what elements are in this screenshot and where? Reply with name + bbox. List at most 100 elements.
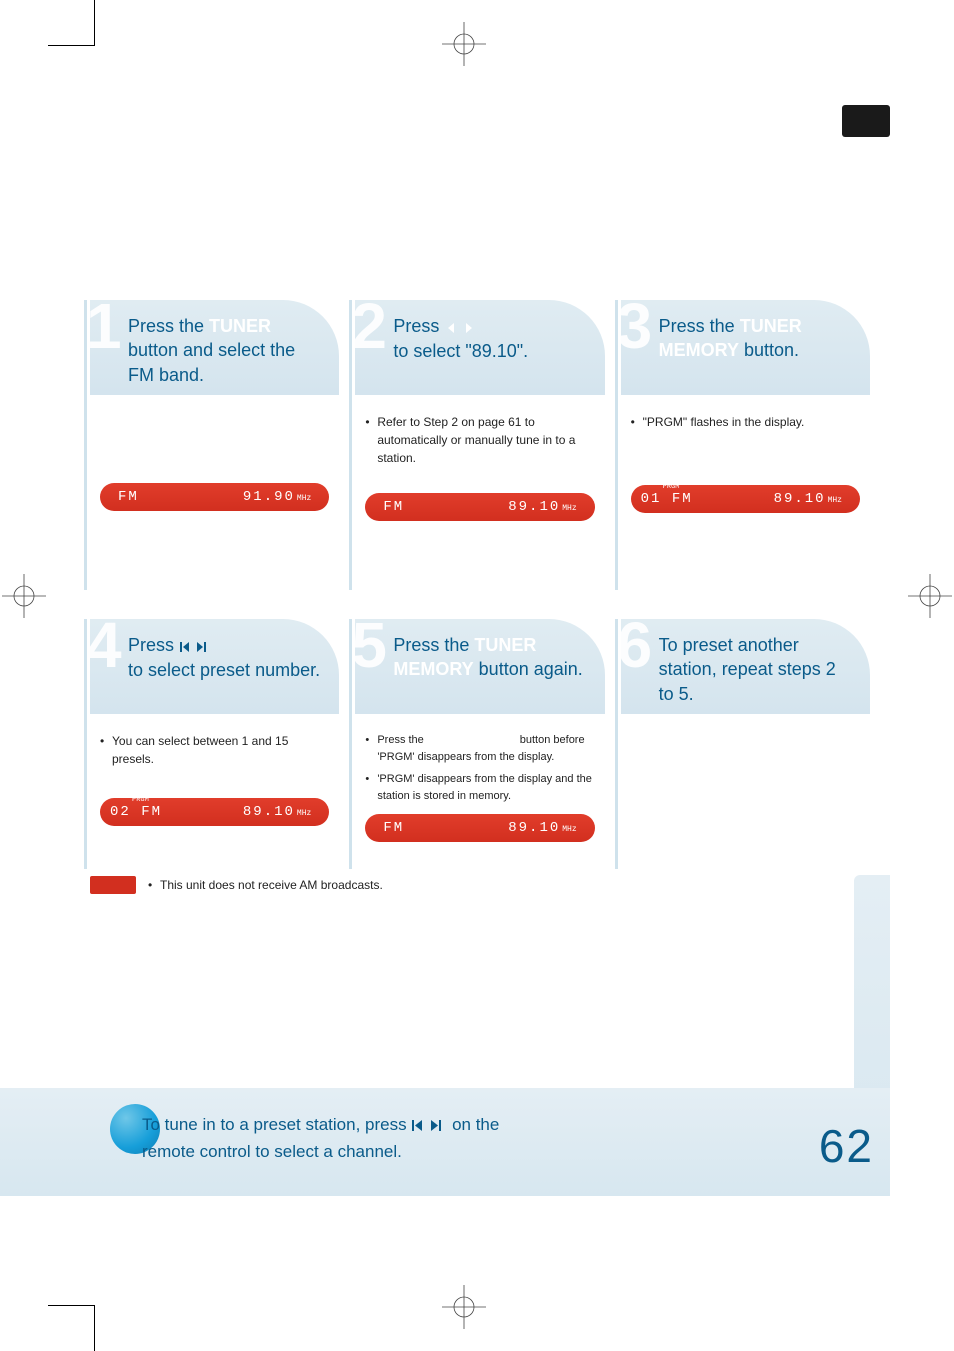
step-title-text: Press the [128, 316, 209, 336]
lcd-freq-value: 89.10 [508, 820, 560, 836]
note-badge [90, 876, 136, 894]
step-title-text: to select preset number. [128, 660, 320, 680]
registration-mark [440, 20, 488, 68]
steps-row-1: 1 Press the TUNER button and select the … [90, 300, 870, 529]
lcd-band: FM [118, 489, 139, 505]
bottom-tip: To tune in to a preset station, press on… [142, 1112, 499, 1165]
step-divider [615, 619, 618, 869]
step-1-title: Press the TUNER button and select the FM… [128, 314, 321, 387]
lcd-unit: MHz [562, 504, 576, 513]
lcd-frequency: 89.10MHz [404, 499, 577, 515]
step-2-note: Refer to Step 2 on page 61 to automatica… [365, 413, 594, 467]
step-5: 5 Press the TUNER MEMORY button again. P… [355, 619, 604, 850]
skip-prev-next-icon [444, 315, 476, 339]
lcd-display: FM 89.10MHz [365, 493, 594, 521]
step-2: 2 Press to select "89.10". Refer to Step… [355, 300, 604, 529]
step-divider [84, 300, 87, 590]
lcd-unit: MHz [297, 809, 311, 818]
step-divider [615, 300, 618, 590]
crop-mark [48, 45, 95, 46]
skip-prev-next-icon [411, 1112, 447, 1138]
step-number: 5 [355, 619, 387, 677]
step-number: 1 [90, 300, 122, 358]
lcd-frequency: 89.10MHz [404, 820, 577, 836]
step-4-body: You can select between 1 and 15 presels.… [90, 714, 339, 834]
crop-mark [94, 1305, 95, 1351]
lcd-prgm-indicator: PRGM [132, 796, 149, 804]
step-4-header: 4 Press to select preset number. [90, 619, 339, 714]
lcd-display: FM 91.90MHz [100, 483, 329, 511]
step-title-text: Press [128, 635, 179, 655]
registration-mark [906, 572, 954, 620]
step-3: 3 Press the TUNER MEMORY button. "PRGM" … [621, 300, 870, 529]
steps-row-2: 4 Press to select preset number. You can… [90, 619, 870, 850]
lcd-unit: MHz [828, 496, 842, 505]
lcd-band: FM [672, 491, 693, 507]
lcd-prgm-indicator: PRGM [663, 483, 680, 491]
step-5-body: Press the TUNER MEMORY button before 'PR… [355, 714, 604, 850]
step-5-note-2: 'PRGM' disappears from the display and t… [365, 771, 594, 804]
lcd-freq-value: 91.90 [243, 489, 295, 505]
step-title-text: button. [739, 340, 799, 360]
step-1: 1 Press the TUNER button and select the … [90, 300, 339, 529]
step-title-text: Press the [659, 316, 740, 336]
step-3-header: 3 Press the TUNER MEMORY button. [621, 300, 870, 395]
step-5-note-1: Press the TUNER MEMORY button before 'PR… [365, 732, 594, 765]
step-5-title: Press the TUNER MEMORY button again. [393, 633, 586, 682]
step-title-text: Press the [393, 635, 474, 655]
tuner-button-label: TUNER [209, 316, 271, 336]
step-title-text: Press [393, 316, 444, 336]
lcd-display: PRGM 01 FM 89.10MHz [631, 485, 860, 513]
step-5-header: 5 Press the TUNER MEMORY button again. [355, 619, 604, 714]
step-title-text: to select "89.10". [393, 341, 528, 361]
bottom-tip-line2: remote control to select a channel. [142, 1142, 402, 1161]
lcd-freq-value: 89.10 [774, 491, 826, 507]
step-number: 3 [621, 300, 653, 358]
lcd-band: FM [383, 820, 404, 836]
step-2-header: 2 Press to select "89.10". [355, 300, 604, 395]
step-4: 4 Press to select preset number. You can… [90, 619, 339, 850]
lcd-frequency: 91.90MHz [139, 489, 312, 505]
step-divider [349, 300, 352, 590]
page-number: 62 [819, 1119, 874, 1173]
note-item: This unit does not receive AM broadcasts… [148, 876, 383, 894]
step-2-body: Refer to Step 2 on page 61 to automatica… [355, 395, 604, 529]
step-number: 4 [90, 619, 122, 677]
step-number: 2 [355, 300, 387, 358]
lcd-band: FM [141, 804, 162, 820]
step-4-note: You can select between 1 and 15 presels. [100, 732, 329, 768]
step-4-title: Press to select preset number. [128, 633, 321, 683]
step-6-title: To preset another station, repeat steps … [659, 633, 852, 706]
step-2-title: Press to select "89.10". [393, 314, 586, 364]
lcd-preset: 01 [641, 491, 662, 507]
lcd-preset: 02 [110, 804, 131, 820]
registration-mark [440, 1283, 488, 1331]
note-row: This unit does not receive AM broadcasts… [90, 876, 870, 894]
lcd-frequency: 89.10MHz [693, 491, 842, 507]
bottom-tip-line1-before: To tune in to a preset station, press [142, 1115, 411, 1134]
step-6: 6 To preset another station, repeat step… [621, 619, 870, 850]
page-content: 1 Press the TUNER button and select the … [90, 300, 870, 894]
step-title-text: button again. [474, 659, 583, 679]
step-1-body: FM 91.90MHz [90, 395, 339, 519]
skip-prev-next-icon [179, 634, 211, 658]
lcd-display: FM 89.10MHz [365, 814, 594, 842]
tuner-memory-inline-label: TUNER MEMORY [427, 734, 517, 746]
lcd-preset-band: 01 FM [641, 491, 693, 507]
lcd-band: FM [383, 499, 404, 515]
lcd-frequency: 89.10MHz [162, 804, 311, 820]
step-3-title: Press the TUNER MEMORY button. [659, 314, 852, 363]
registration-mark [0, 572, 48, 620]
lcd-freq-value: 89.10 [508, 499, 560, 515]
step-3-note: "PRGM" flashes in the display. [631, 413, 860, 431]
bottom-tip-line1-after: on the [452, 1115, 499, 1134]
lcd-unit: MHz [562, 825, 576, 834]
step-6-header: 6 To preset another station, repeat step… [621, 619, 870, 714]
crop-mark [94, 0, 95, 46]
step-3-body: "PRGM" flashes in the display. PRGM 01 F… [621, 395, 870, 521]
lcd-unit: MHz [297, 494, 311, 503]
lcd-freq-value: 89.10 [243, 804, 295, 820]
page-tab [842, 105, 890, 137]
lcd-display: PRGM 02 FM 89.10MHz [100, 798, 329, 826]
lcd-preset-band: 02 FM [110, 804, 162, 820]
